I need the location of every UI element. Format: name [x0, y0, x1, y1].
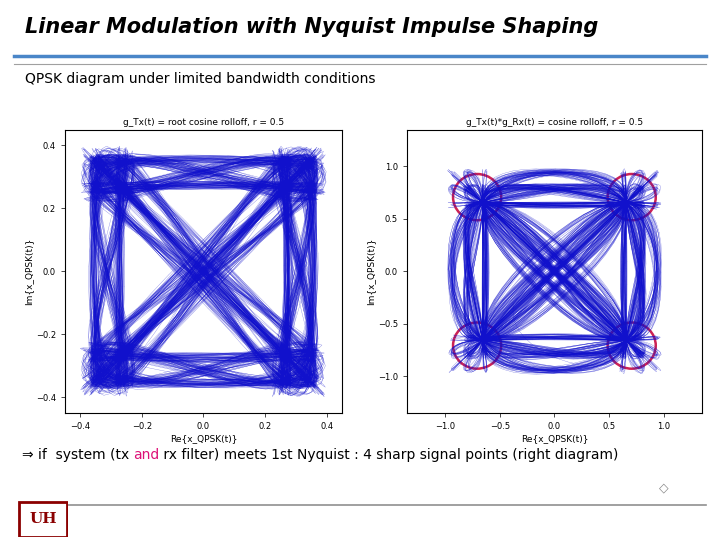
Text: ◇: ◇ — [659, 481, 668, 494]
X-axis label: Re{x_QPSK(t)}: Re{x_QPSK(t)} — [521, 434, 588, 443]
X-axis label: Re{x_QPSK(t)}: Re{x_QPSK(t)} — [170, 434, 237, 443]
Title: g_Tx(t)*g_Rx(t) = cosine rolloff, r = 0.5: g_Tx(t)*g_Rx(t) = cosine rolloff, r = 0.… — [466, 118, 643, 127]
Text: QPSK diagram under limited bandwidth conditions: QPSK diagram under limited bandwidth con… — [25, 72, 376, 86]
Text: UH: UH — [30, 512, 57, 526]
Y-axis label: Im{x_QPSK(t)}: Im{x_QPSK(t)} — [366, 238, 375, 305]
Text: ⇒ if  system (tx: ⇒ if system (tx — [22, 448, 133, 462]
Text: rx filter) meets 1st Nyquist : 4 sharp signal points (right diagram): rx filter) meets 1st Nyquist : 4 sharp s… — [159, 448, 619, 462]
Text: Linear Modulation with Nyquist Impulse Shaping: Linear Modulation with Nyquist Impulse S… — [25, 17, 598, 37]
Text: and: and — [133, 448, 159, 462]
Title: g_Tx(t) = root cosine rolloff, r = 0.5: g_Tx(t) = root cosine rolloff, r = 0.5 — [123, 118, 284, 127]
Y-axis label: Im{x_QPSK(t)}: Im{x_QPSK(t)} — [24, 238, 33, 305]
